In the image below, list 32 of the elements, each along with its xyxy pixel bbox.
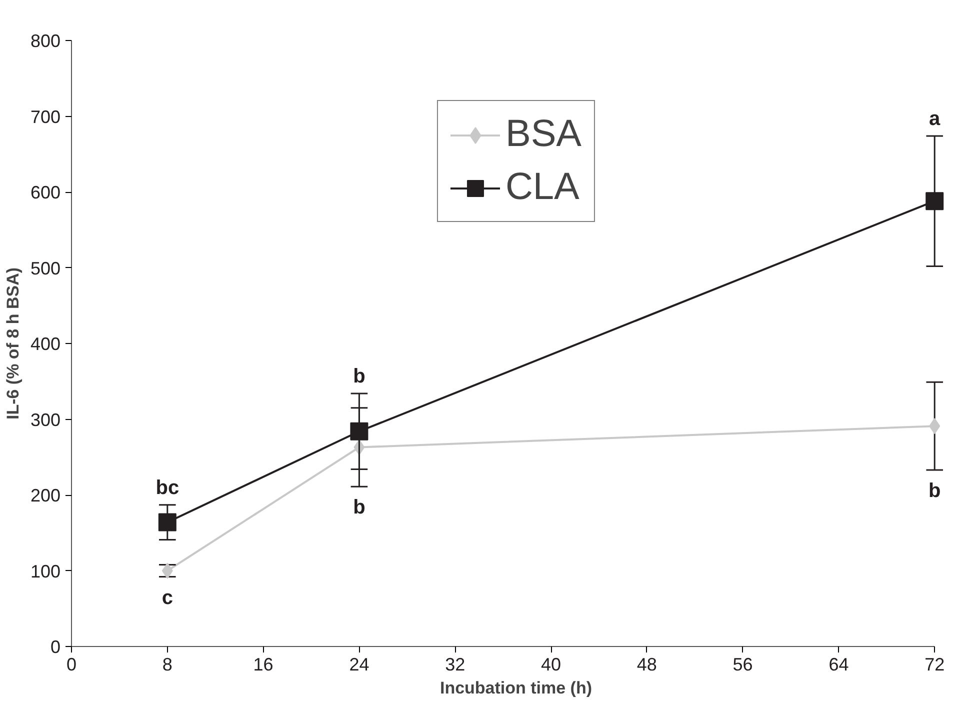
y-tick-label: 500 [30,258,61,278]
x-tick-label: 8 [162,654,172,674]
legend-label: CLA [505,166,580,209]
x-axis-title: Incubation time (h) [440,678,592,698]
y-tick-label: 0 [50,637,61,657]
x-tick-label: 40 [540,654,562,674]
legend-label: BSA [505,113,582,156]
y-tick-label: 400 [30,334,61,354]
x-tick-label: 72 [924,654,945,674]
x-tick-label: 24 [349,654,370,674]
y-tick-label: 100 [30,561,61,582]
y-tick-label: 200 [30,486,61,506]
y-tick-label: 800 [30,31,61,51]
x-tick-label: 32 [445,654,466,674]
x-tick-label: 64 [828,654,849,674]
annotation: a [929,108,942,130]
point [158,513,176,532]
y-tick-label: 600 [30,182,61,202]
x-tick-label: 56 [732,654,753,674]
annotation: b [353,365,366,388]
annotation: b [928,480,941,502]
x-tick-label: 16 [253,654,274,674]
annotation: c [162,586,173,609]
y-tick-label: 700 [30,106,61,127]
point [926,192,944,210]
point [350,422,368,440]
y-tick-label: 300 [30,410,61,430]
x-tick-label: 0 [66,654,77,674]
annotation: bc [156,476,180,499]
x-tick-label: 48 [636,654,657,674]
annotation: b [353,496,366,519]
y-axis-title: IL-6 (% of 8 h BSA) [3,267,22,420]
